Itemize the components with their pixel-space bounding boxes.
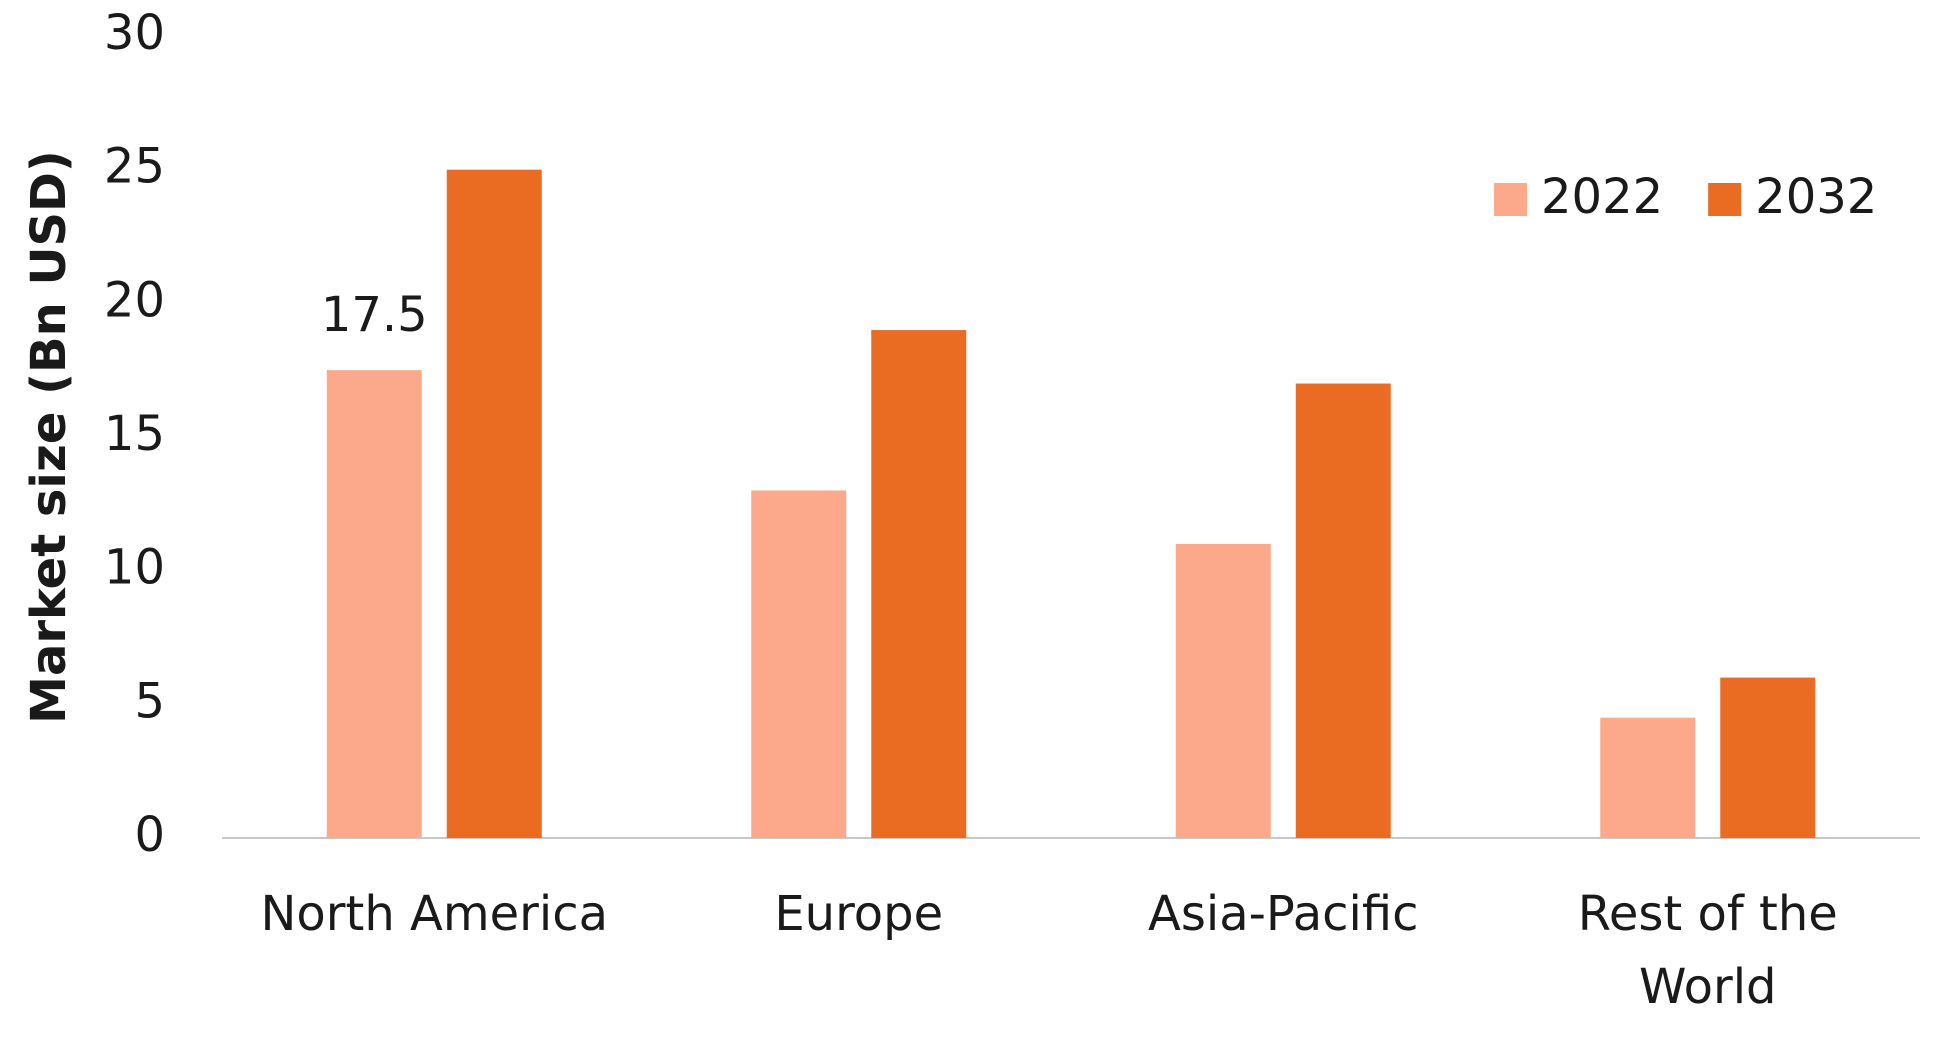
x-tick-label: Asia-Pacific: [1148, 886, 1418, 942]
y-tick-label: 20: [104, 272, 165, 328]
y-tick-label: 10: [104, 540, 165, 596]
x-tick-label: Europe: [774, 886, 943, 942]
y-axis-title: Market size (Bn USD): [21, 150, 77, 724]
y-tick-label: 25: [104, 139, 165, 195]
legend-swatch: [1708, 183, 1742, 216]
y-tick-label: 0: [134, 807, 165, 863]
bar: [446, 169, 542, 838]
legend-label: 2032: [1755, 169, 1877, 225]
y-tick-label: 30: [104, 5, 165, 61]
legend-label: 2022: [1541, 169, 1663, 225]
bar: [871, 330, 967, 838]
bar: [751, 490, 847, 838]
bar: [1600, 717, 1696, 838]
data-label: 17.5: [321, 287, 428, 343]
x-tick-label: Rest of the World: [1578, 886, 1838, 1015]
y-tick-label: 15: [104, 406, 165, 462]
x-tick-label: North America: [260, 886, 608, 942]
bar: [1720, 677, 1816, 838]
y-tick-label: 5: [134, 673, 165, 729]
bar: [1295, 383, 1391, 838]
legend-swatch: [1494, 183, 1527, 216]
bar: [326, 370, 422, 838]
bar: [1175, 543, 1271, 838]
